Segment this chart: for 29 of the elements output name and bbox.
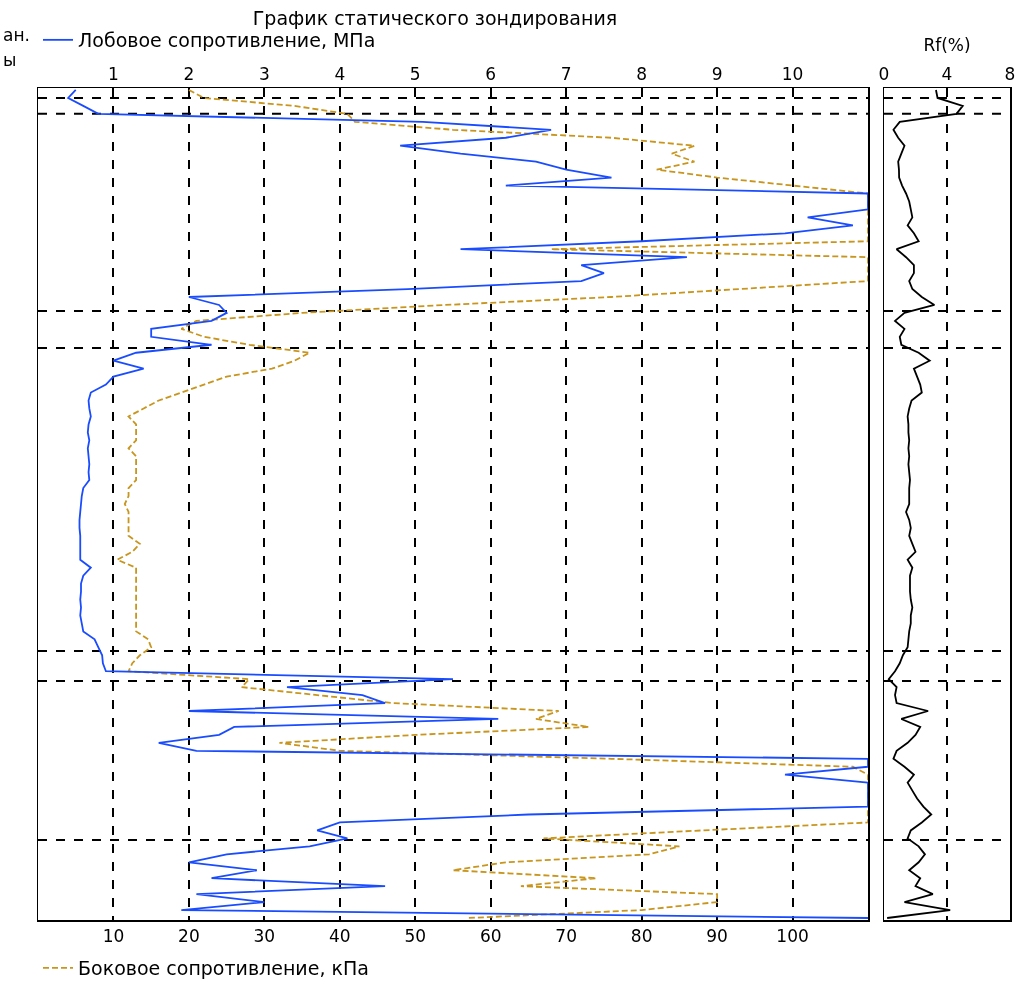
x2-tick-label: 8 <box>1004 63 1016 84</box>
x2-axis-title: Rf(%) <box>923 34 971 55</box>
x2-tick-label: 4 <box>334 63 346 84</box>
x2-tick-label: 8 <box>636 63 648 84</box>
x2-tick-label: 6 <box>485 63 497 84</box>
x2-tick-label: 7 <box>560 63 572 84</box>
text: ы <box>3 50 17 70</box>
x-tick-label: 100 <box>776 925 809 946</box>
x-tick-label: 40 <box>329 925 351 946</box>
x-tick-label: 90 <box>706 925 728 946</box>
x2-tick-label: 9 <box>711 63 723 84</box>
x-tick-label: 50 <box>404 925 427 946</box>
legend-label: Боковое сопротивление, кПа <box>78 957 369 980</box>
chart-title: График статического зондирования <box>252 7 618 30</box>
x-tick-label: 30 <box>253 925 276 946</box>
x-tick-label: 80 <box>630 925 653 946</box>
x2-tick-label: 1 <box>108 63 119 84</box>
x2-tick-label: 2 <box>183 63 195 84</box>
x-tick-label: 20 <box>178 925 200 946</box>
x-tick-label: 10 <box>102 925 125 946</box>
x2-tick-label: 5 <box>409 63 421 84</box>
x2-tick-label: 10 <box>781 63 804 84</box>
x-tick-label: 60 <box>479 925 502 946</box>
x-tick-label: 70 <box>555 925 577 946</box>
text: ан. <box>3 25 30 45</box>
x2-tick-label: 0 <box>878 63 890 84</box>
x2-tick-label: 4 <box>941 63 953 84</box>
legend-label: Лобовое сопротивление, МПа <box>78 29 376 52</box>
x2-tick-label: 3 <box>258 63 270 84</box>
